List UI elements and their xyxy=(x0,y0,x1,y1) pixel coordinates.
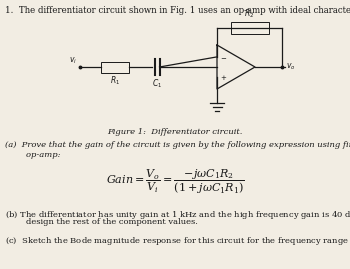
Text: $-$: $-$ xyxy=(220,53,227,61)
Text: $+$: $+$ xyxy=(220,73,227,82)
Text: $\mathit{Gain} = \dfrac{V_o}{V_i} = \dfrac{-j\omega C_1 R_2}{(1 + j\omega C_1 R_: $\mathit{Gain} = \dfrac{V_o}{V_i} = \dfr… xyxy=(105,168,245,196)
Text: (b) The differentiator has unity gain at 1 kHz and the high frequency gain is 40: (b) The differentiator has unity gain at… xyxy=(5,208,350,221)
Text: $R_1$: $R_1$ xyxy=(110,75,120,87)
Bar xyxy=(101,62,129,73)
Bar xyxy=(231,22,268,34)
Text: op-amp:: op-amp: xyxy=(5,151,61,159)
Text: (c)  Sketch the Bode magnitude response for this circuit for the frequency range: (c) Sketch the Bode magnitude response f… xyxy=(5,234,350,248)
Text: $v_i$: $v_i$ xyxy=(69,55,77,66)
Text: $C_1$: $C_1$ xyxy=(152,77,162,90)
Text: 1.  The differentiator circuit shown in Fig. 1 uses an op-amp with ideal charact: 1. The differentiator circuit shown in F… xyxy=(5,6,350,15)
Text: (a)  Prove that the gain of the circuit is given by the following expression usi: (a) Prove that the gain of the circuit i… xyxy=(5,141,350,149)
Text: $v_o$: $v_o$ xyxy=(286,62,295,72)
Text: $R_2$: $R_2$ xyxy=(244,8,254,20)
Text: Figure 1:  Differentiator circuit.: Figure 1: Differentiator circuit. xyxy=(107,128,243,136)
Text: design the rest of the component values.: design the rest of the component values. xyxy=(5,218,198,226)
